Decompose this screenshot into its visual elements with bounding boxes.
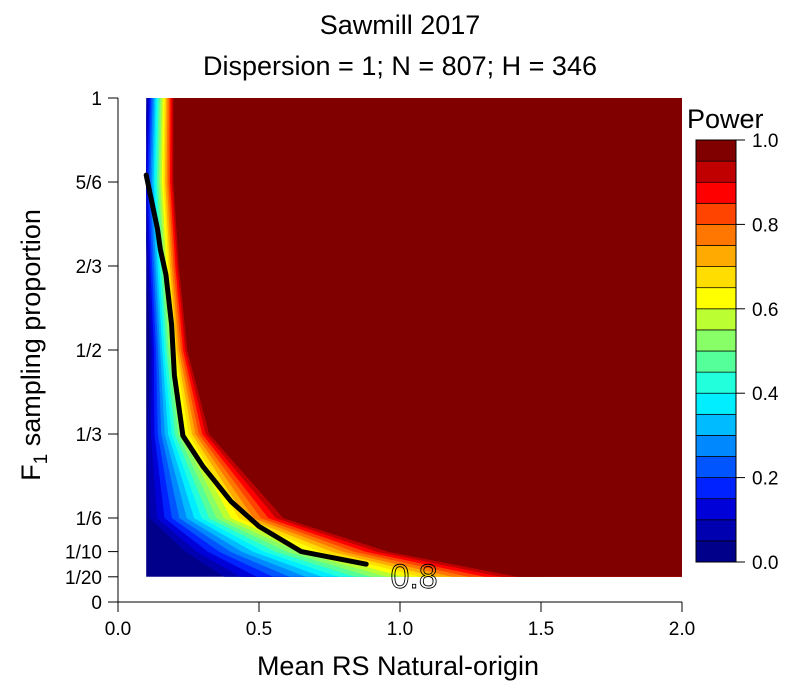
colorbar-frame <box>695 139 737 563</box>
colorbar-swatch-6 <box>695 413 737 436</box>
y-tick-label-2: 1/10 <box>65 543 102 564</box>
colorbar-swatch-3 <box>695 477 737 500</box>
colorbar-swatch-16 <box>695 202 737 225</box>
chart-subtitle: Dispersion = 1; N = 807; H = 346 <box>203 51 597 81</box>
colorbar-swatch-14 <box>695 245 737 267</box>
colorbar-swatch-0 <box>695 540 737 563</box>
y-tick-label-3: 1/6 <box>76 509 102 530</box>
colorbar-swatch-19 <box>695 139 737 162</box>
contour-label-0-8: 0.8 <box>390 558 437 596</box>
x-tick-label-3: 1.5 <box>528 619 554 640</box>
contour-layer: 0.8 <box>143 172 438 596</box>
colorbar-tick-label-2: 0.4 <box>752 384 779 405</box>
y-axis-title: F1 sampling proportion <box>16 209 52 481</box>
colorbar: 0.0 0.2 0.4 0.6 0.8 1.0 <box>695 131 779 574</box>
y-axis-title-rest: sampling proportion <box>16 209 46 454</box>
colorbar-swatch-10 <box>695 329 737 352</box>
y-tick-label-4: 1/3 <box>76 425 102 446</box>
power-band-19 <box>173 98 682 577</box>
y-tick-label-7: 5/6 <box>76 173 102 194</box>
y-tick-label-0: 0 <box>91 593 102 614</box>
x-tick-label-0: 0.0 <box>105 619 131 640</box>
colorbar-swatch-15 <box>695 224 737 246</box>
contour-line-0-8 <box>143 172 369 567</box>
colorbar-swatch-12 <box>695 287 737 310</box>
colorbar-swatch-18 <box>695 160 737 183</box>
colorbar-tick-label-5: 1.0 <box>752 131 778 152</box>
colorbar-swatch-11 <box>695 308 737 331</box>
colorbar-swatch-7 <box>695 392 737 415</box>
colorbar-swatch-4 <box>695 456 737 478</box>
heatmap-layers <box>146 98 682 577</box>
colorbar-swatch-8 <box>695 371 737 394</box>
x-tick-label-1: 0.5 <box>246 619 272 640</box>
y-axis-title-main: F <box>16 464 46 481</box>
colorbar-tick-label-1: 0.2 <box>752 469 778 490</box>
y-tick-label-8: 1 <box>91 89 102 110</box>
colorbar-swatch-17 <box>695 181 737 204</box>
x-axis: 0.0 0.5 1.0 1.5 2.0 <box>105 601 695 640</box>
y-tick-label-6: 2/3 <box>76 257 102 278</box>
colorbar-tick-label-4: 0.8 <box>752 215 778 236</box>
colorbar-tick-label-3: 0.6 <box>752 300 778 321</box>
y-tick-label-1: 1/20 <box>65 568 102 589</box>
colorbar-swatch-2 <box>695 498 737 521</box>
x-tick-label-4: 2.0 <box>669 619 695 640</box>
chart-title: Sawmill 2017 <box>320 10 481 40</box>
colorbar-swatch-5 <box>695 435 737 457</box>
colorbar-swatch-1 <box>695 519 737 542</box>
x-tick-label-2: 1.0 <box>387 619 413 640</box>
colorbar-swatch-9 <box>695 350 737 373</box>
x-axis-title: Mean RS Natural-origin <box>257 651 539 681</box>
y-axis: 0 1/20 1/10 1/6 1/3 1/2 2/3 5/6 1 <box>65 89 119 614</box>
y-tick-label-5: 1/2 <box>76 341 102 362</box>
colorbar-title: Power <box>687 104 764 134</box>
y-axis-title-subscript: 1 <box>31 454 52 465</box>
colorbar-swatch-13 <box>695 266 737 289</box>
colorbar-tick-label-0: 0.0 <box>752 553 778 574</box>
